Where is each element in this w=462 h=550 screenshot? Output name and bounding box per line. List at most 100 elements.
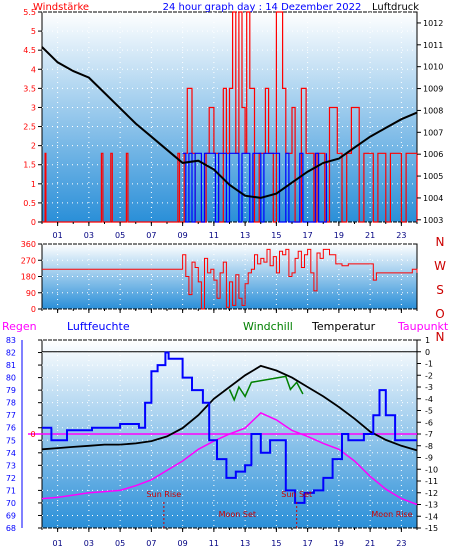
humidity-ytick-label: 81 [6, 361, 16, 370]
wind-xtick-label: 05 [115, 231, 125, 240]
compass-label: N [436, 330, 445, 344]
compass-label: N [436, 235, 445, 249]
wind-pressure-marks [41, 11, 418, 223]
temperature-ytick-label: -8 [425, 442, 433, 451]
wind-xtick-label: 07 [146, 231, 156, 240]
wind-xtick-label: 23 [396, 231, 406, 240]
pressure-ytick-label: 1004 [423, 194, 443, 203]
regen-legend: Regen [2, 320, 37, 333]
humidity-ytick-label: 72 [6, 474, 16, 483]
temperature-xtick-label: 03 [84, 539, 94, 548]
humidity-ytick-label: 70 [6, 499, 16, 508]
wind-xtick-label: 01 [53, 231, 63, 240]
wind-ytick-label: 5.5 [23, 8, 36, 17]
temperature-ytick-label: -12 [425, 489, 438, 498]
direction-ytick-label: 90 [26, 289, 36, 298]
humidity-legend: Luftfeuchte [67, 320, 130, 333]
temperature-ytick-label: -11 [425, 477, 438, 486]
humidity-series [42, 351, 417, 504]
temperature-xtick-label: 01 [53, 539, 63, 548]
wind-pressure-axes: 0 0.5 1 1.5 2 2.5 3 3.5 4 4.5 5 5.5 1003 1004 1005 1006… [23, 8, 443, 240]
pressure-ytick-label: 1006 [423, 150, 443, 159]
humidity-ytick-label: 74 [6, 449, 16, 458]
direction-ytick-label: 180 [21, 273, 36, 282]
compass-label: S [436, 283, 444, 297]
humidity-ytick-label: 75 [6, 436, 16, 445]
wind-xtick-label: 11 [209, 231, 219, 240]
wind-ytick-label: 4 [31, 65, 36, 74]
wind-direction-marks [42, 248, 418, 310]
humidity-ytick-label: 78 [6, 399, 16, 408]
graph-title: 24 hour graph day : 14 Dezember 2022 [163, 2, 362, 13]
temperature-ytick-label: -4 [425, 395, 433, 404]
pressure-ytick-label: 1012 [423, 19, 443, 28]
pressure-axis-title: Luftdruck [372, 2, 419, 13]
temperature-ytick-label: -10 [425, 465, 438, 474]
wind-xtick-label: 15 [271, 231, 281, 240]
wind-xtick-label: 19 [334, 231, 344, 240]
wind-pressure-grid [42, 11, 417, 223]
wind-xtick-label: 21 [365, 231, 375, 240]
wind-ytick-label: 1 [31, 180, 36, 189]
windchill-legend: Windchill [243, 320, 293, 333]
pressure-series [41, 46, 418, 199]
temperature-ytick-label: -6 [425, 418, 433, 427]
temperature-ytick-label: -3 [425, 383, 433, 392]
wind-ytick-label: 3.5 [23, 84, 36, 93]
wind-ytick-label: 4.5 [23, 46, 36, 55]
temperature-marks [41, 351, 418, 506]
pressure-ytick-label: 1010 [423, 63, 443, 72]
compass-label: W [434, 259, 446, 273]
compass-label: O [435, 307, 444, 321]
pressure-ytick-label: 1007 [423, 128, 443, 137]
wind-ytick-label: 0 [31, 218, 36, 227]
temperature-ytick-label: -1 [425, 360, 433, 369]
wind-pressure-panel: 0 0.5 1 1.5 2 2.5 3 3.5 4 4.5 5 5.5 1003 1004 1005 1006… [23, 2, 443, 240]
wind-axis-title: Windstärke [33, 2, 89, 13]
wind-xtick-label: 09 [178, 231, 188, 240]
dewpoint-legend: Taupunkt [397, 320, 449, 333]
temperature-xtick-label: 15 [271, 539, 281, 548]
astro-label: Moon Set [219, 510, 256, 519]
wind-speed-series [42, 11, 418, 223]
temperature-ytick-label: 1 [425, 336, 430, 345]
wind-ytick-label: 1.5 [23, 161, 36, 170]
temperature-ytick-label: -15 [425, 524, 438, 533]
wind-ytick-label: 0.5 [23, 199, 36, 208]
temperature-xtick-label: 07 [146, 539, 156, 548]
regen-tick-label: 0 [30, 430, 35, 439]
wind-gust-series [182, 152, 327, 223]
astro-label: Sun Rise [147, 490, 182, 499]
temperature-xtick-label: 05 [115, 539, 125, 548]
temperature-xtick-label: 13 [240, 539, 250, 548]
temperature-axes: 68 69 70 71 72 73 74 75 76 77 78 79 80 81 82 83 1 0 -1 -2 -3… [6, 336, 438, 548]
wind-ytick-label: 5 [31, 27, 36, 36]
temperature-series [41, 364, 418, 452]
temperature-legend: Temperatur [311, 320, 376, 333]
direction-ytick-label: 360 [21, 240, 36, 249]
pressure-ytick-label: 1011 [423, 41, 443, 50]
temperature-xtick-label: 23 [396, 539, 406, 548]
temperature-grid [28, 339, 417, 529]
temperature-ytick-label: -14 [425, 512, 438, 521]
temperature-humidity-panel: 68 69 70 71 72 73 74 75 76 77 78 79 80 81 82 83 1 0 -1 -2 -3… [2, 320, 449, 548]
humidity-ytick-label: 73 [6, 461, 16, 470]
temperature-xtick-label: 17 [303, 539, 313, 548]
wind-ytick-label: 3 [31, 103, 36, 112]
temperature-ytick-label: -9 [425, 454, 433, 463]
humidity-ytick-label: 77 [6, 411, 16, 420]
pressure-ytick-label: 1009 [423, 85, 443, 94]
temperature-ytick-label: -13 [425, 501, 438, 510]
wind-xtick-label: 03 [84, 231, 94, 240]
dewpoint-series [41, 412, 418, 506]
wind-ytick-label: 2.5 [23, 123, 36, 132]
humidity-ytick-label: 79 [6, 386, 16, 395]
wind-xtick-label: 17 [303, 231, 313, 240]
humidity-ytick-label: 68 [6, 524, 16, 533]
astro-label: Sun Set [281, 490, 312, 499]
temperature-xtick-label: 19 [334, 539, 344, 548]
humidity-ytick-label: 83 [6, 336, 16, 345]
